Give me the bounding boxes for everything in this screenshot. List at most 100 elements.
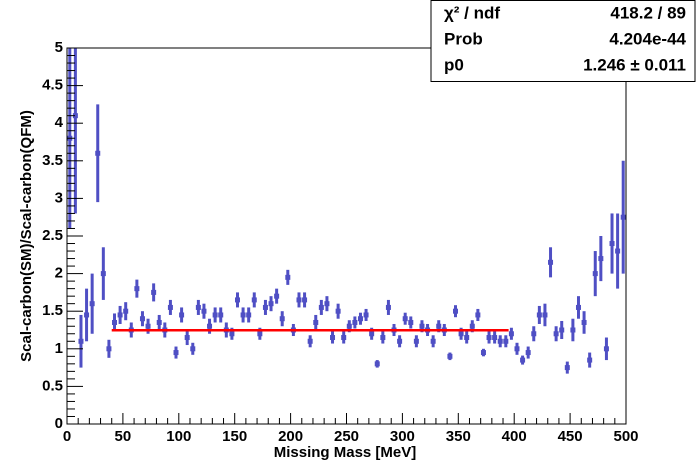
data-point [302, 297, 308, 303]
data-point [72, 113, 78, 119]
stats-value: 4.204e-44 [609, 29, 686, 48]
y-tick-label: 0.5 [42, 377, 63, 394]
x-tick-label: 450 [558, 428, 583, 445]
data-point [520, 357, 526, 363]
data-point [279, 316, 285, 322]
data-point [274, 293, 280, 299]
x-tick-label: 150 [222, 428, 247, 445]
y-tick-label: 4 [55, 114, 64, 131]
data-point [296, 297, 302, 303]
data-point [570, 327, 576, 333]
data-point [508, 331, 514, 337]
stats-label: p0 [444, 55, 464, 74]
y-axis-title: Scal-carbon(SM)/Scal-carbon(QFM) [18, 110, 35, 362]
data-point [335, 308, 341, 314]
data-point [167, 304, 173, 310]
data-point [542, 312, 548, 318]
data-point [536, 312, 542, 318]
data-point [117, 312, 123, 318]
x-axis-title: Missing Mass [MeV] [274, 444, 417, 461]
stats-box [430, 0, 696, 82]
data-point [385, 304, 391, 310]
data-point [240, 312, 246, 318]
y-tick-label: 2 [55, 265, 63, 282]
data-point [419, 323, 425, 329]
data-point [313, 319, 319, 325]
data-point [89, 301, 95, 307]
data-point [229, 331, 235, 337]
data-point [352, 319, 358, 325]
x-tick-label: 100 [166, 428, 191, 445]
data-point [475, 312, 481, 318]
data-point [469, 323, 475, 329]
data-point [100, 271, 106, 277]
data-point [139, 316, 145, 322]
data-point [531, 331, 537, 337]
data-point [620, 214, 626, 220]
data-point [195, 304, 201, 310]
y-tick-label: 5 [55, 39, 63, 56]
x-tick-label: 350 [446, 428, 471, 445]
data-point [374, 361, 380, 367]
data-point [615, 248, 621, 254]
x-tick-label: 200 [278, 428, 303, 445]
stats-value: 1.246 ± 0.011 [583, 55, 686, 74]
data-point [525, 350, 531, 356]
x-tick-label: 250 [334, 428, 359, 445]
y-tick-label: 4.5 [42, 77, 63, 94]
data-point [134, 286, 140, 292]
data-point [246, 312, 252, 318]
data-point [330, 335, 336, 341]
y-tick-label: 2.5 [42, 227, 63, 244]
y-tick-label: 0 [55, 415, 63, 432]
stats-label: Prob [444, 29, 483, 48]
data-point [234, 297, 240, 303]
data-point [106, 346, 112, 352]
data-point [341, 335, 347, 341]
data-point [575, 304, 581, 310]
data-point [145, 323, 151, 329]
data-point [486, 335, 492, 341]
data-point [201, 308, 207, 314]
data-point [447, 353, 453, 359]
data-point [179, 312, 185, 318]
data-point [492, 335, 498, 341]
data-point [84, 312, 90, 318]
data-point [402, 316, 408, 322]
stats-value: 418.2 / 89 [610, 3, 686, 22]
data-point [480, 350, 486, 356]
y-tick-label: 3 [55, 189, 63, 206]
data-point [207, 323, 213, 329]
data-point [436, 323, 442, 329]
plot-area [67, 48, 626, 374]
y-tick-label: 3.5 [42, 152, 63, 169]
data-point [587, 357, 593, 363]
data-point [609, 241, 615, 247]
x-tick-label: 300 [390, 428, 415, 445]
data-point [408, 319, 414, 325]
data-point [318, 304, 324, 310]
data-point [357, 316, 363, 322]
data-point [581, 319, 587, 325]
y-tick-label: 1.5 [42, 302, 63, 319]
data-point [559, 327, 565, 333]
data-point [78, 338, 84, 344]
data-point [307, 338, 313, 344]
data-point [285, 274, 291, 280]
x-tick-label: 400 [502, 428, 527, 445]
data-point [346, 323, 352, 329]
data-point [324, 301, 330, 307]
data-point [503, 338, 509, 344]
data-point [514, 346, 520, 352]
data-point [453, 308, 459, 314]
data-point [363, 312, 369, 318]
data-point [212, 312, 218, 318]
data-point [257, 331, 263, 337]
x-tick-label: 0 [63, 428, 71, 445]
stats-label: χ² / ndf [444, 3, 500, 22]
data-point [553, 331, 559, 337]
data-point [95, 150, 101, 156]
data-point [430, 338, 436, 344]
x-tick-label: 50 [115, 428, 132, 445]
